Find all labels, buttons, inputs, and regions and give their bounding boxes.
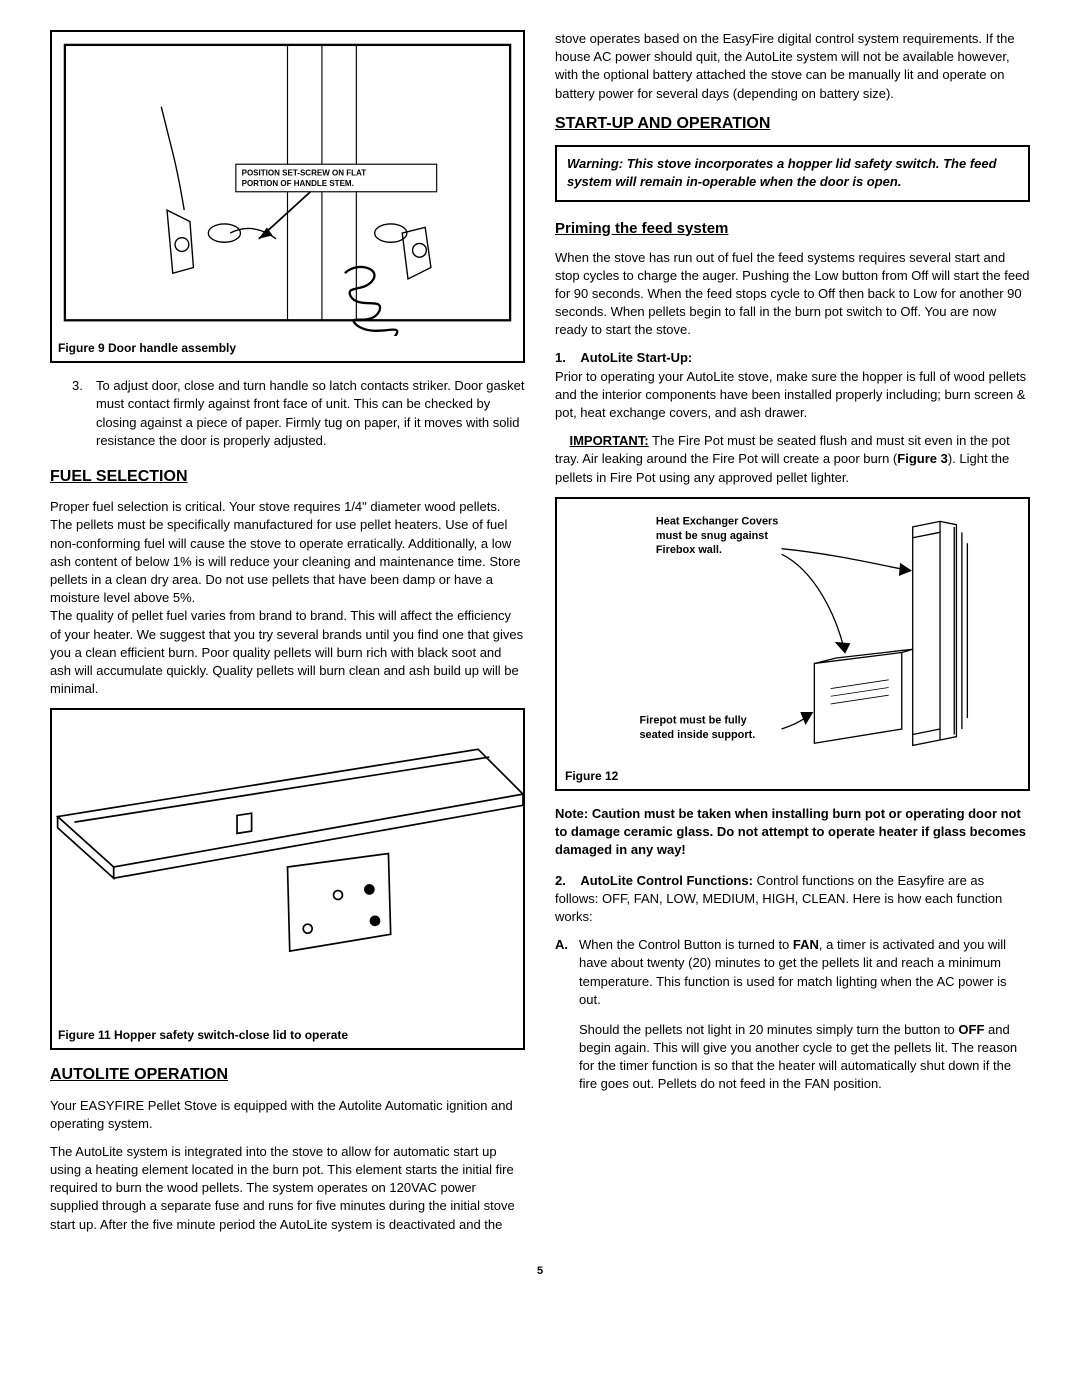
figure-11-caption: Figure 11 Hopper safety switch-close lid…: [52, 1024, 523, 1048]
autolite-startup-p1: Prior to operating your AutoLite stove, …: [555, 368, 1030, 423]
item-a-p1: When the Control Button is turned to FAN…: [579, 936, 1030, 1009]
item-a: A. When the Control Button is turned to …: [555, 936, 1030, 1106]
right-top-p: stove operates based on the EasyFire dig…: [555, 30, 1030, 103]
svg-text:seated inside support.: seated inside support.: [640, 729, 756, 741]
fuel-selection-heading: FUEL SELECTION: [50, 466, 525, 488]
svg-text:Heat Exchanger Covers: Heat Exchanger Covers: [656, 515, 778, 527]
left-column: POSITION SET-SCREW ON FLAT PORTION OF HA…: [50, 30, 525, 1244]
item-a-content: When the Control Button is turned to FAN…: [579, 936, 1030, 1106]
important-paragraph: IMPORTANT: The Fire Pot must be seated f…: [555, 432, 1030, 487]
right-column: stove operates based on the EasyFire dig…: [555, 30, 1030, 1244]
caution-note: Note: Caution must be taken when install…: [555, 805, 1030, 860]
autolite-startup-label: AutoLite Start-Up:: [580, 350, 692, 365]
page-columns: POSITION SET-SCREW ON FLAT PORTION OF HA…: [50, 30, 1030, 1244]
figure-12-box: Heat Exchanger Covers must be snug again…: [555, 497, 1030, 791]
step-3: 3. To adjust door, close and turn handle…: [72, 377, 525, 450]
item-a-letter: A.: [555, 936, 579, 1106]
autolite-startup-num: 1.: [555, 350, 566, 365]
svg-text:must be snug against: must be snug against: [656, 530, 768, 542]
startup-heading: START-UP AND OPERATION: [555, 113, 1030, 135]
autolite-startup-title: 1. AutoLite Start-Up:: [555, 349, 1030, 367]
figure-3-ref: Figure 3: [897, 451, 948, 466]
svg-text:Firepot must be fully: Firepot must be fully: [640, 714, 747, 726]
figure-9-caption: Figure 9 Door handle assembly: [58, 340, 517, 357]
cf-num: 2.: [555, 873, 566, 888]
control-functions-p: 2. AutoLite Control Functions: Control f…: [555, 872, 1030, 927]
fan-label: FAN: [793, 937, 819, 952]
step-3-num: 3.: [72, 377, 96, 450]
cf-title: AutoLite Control Functions:: [580, 873, 753, 888]
figure-11-svg: [52, 710, 523, 1024]
warning-box: Warning: This stove incorporates a hoppe…: [555, 145, 1030, 201]
step-3-text: To adjust door, close and turn handle so…: [96, 377, 525, 450]
figure-11-box: Figure 11 Hopper safety switch-close lid…: [50, 708, 525, 1050]
svg-text:POSITION SET-SCREW ON FLAT: POSITION SET-SCREW ON FLAT: [242, 169, 367, 178]
item-a-p2: Should the pellets not light in 20 minut…: [579, 1021, 1030, 1094]
figure-9-svg: POSITION SET-SCREW ON FLAT PORTION OF HA…: [58, 38, 517, 336]
page-number: 5: [50, 1264, 1030, 1279]
autolite-p1: Your EASYFIRE Pellet Stove is equipped w…: [50, 1097, 525, 1133]
priming-p1: When the stove has run out of fuel the f…: [555, 249, 1030, 340]
fuel-selection-p1: Proper fuel selection is critical. Your …: [50, 498, 525, 607]
figure-12-caption: Figure 12: [565, 768, 618, 785]
priming-heading: Priming the feed system: [555, 218, 1030, 239]
svg-text:Firebox wall.: Firebox wall.: [656, 544, 722, 556]
fuel-selection-p2: The quality of pellet fuel varies from b…: [50, 607, 525, 698]
important-label: IMPORTANT:: [569, 433, 648, 448]
autolite-p2: The AutoLite system is integrated into t…: [50, 1143, 525, 1234]
off-label: OFF: [958, 1022, 984, 1037]
figure-9-box: POSITION SET-SCREW ON FLAT PORTION OF HA…: [50, 30, 525, 363]
autolite-heading: AUTOLITE OPERATION: [50, 1064, 525, 1086]
svg-text:PORTION OF HANDLE STEM.: PORTION OF HANDLE STEM.: [242, 179, 354, 188]
figure-12-svg: Heat Exchanger Covers must be snug again…: [563, 505, 1022, 767]
